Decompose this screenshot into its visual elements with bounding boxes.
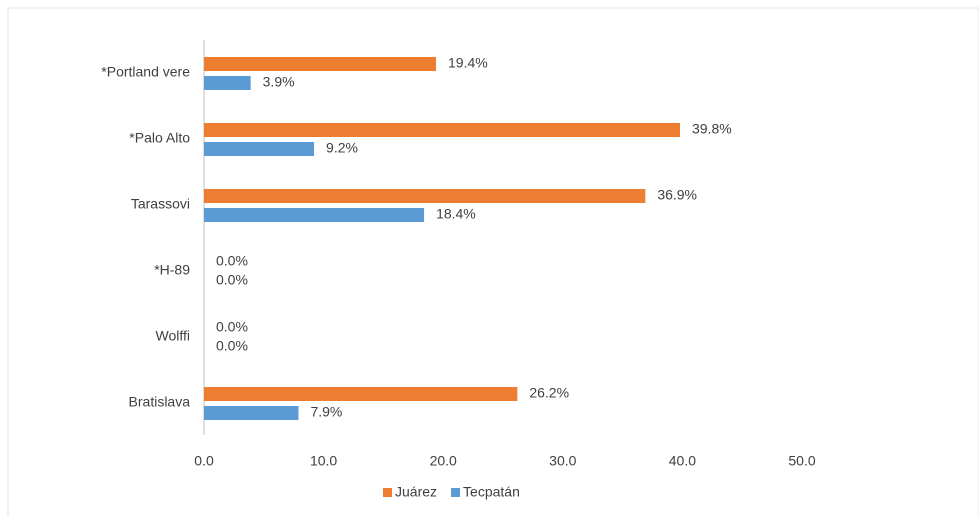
data-label: 0.0% — [216, 338, 248, 354]
data-label: 19.4% — [448, 55, 488, 71]
bar — [204, 142, 315, 156]
bar — [204, 387, 518, 401]
y-tick-label: Tarassovi — [131, 196, 190, 212]
bar — [204, 189, 646, 203]
x-tick-label: 20.0 — [430, 453, 457, 469]
x-tick-label: 50.0 — [788, 453, 815, 469]
x-tick-label: 10.0 — [310, 453, 337, 469]
data-label: 36.9% — [657, 187, 697, 203]
data-label: 7.9% — [310, 404, 342, 420]
bar — [204, 406, 299, 420]
x-tick-label: 30.0 — [549, 453, 576, 469]
data-label: 39.8% — [692, 121, 732, 137]
data-label: 3.9% — [263, 74, 295, 90]
data-label: 0.0% — [216, 272, 248, 288]
legend-label: Tecpatán — [463, 484, 520, 500]
legend-swatch — [451, 488, 461, 497]
bar — [204, 208, 425, 222]
chart-frame — [7, 7, 979, 516]
y-tick-label: *Palo Alto — [129, 130, 190, 146]
data-label: 9.2% — [326, 140, 358, 156]
bar — [204, 123, 681, 137]
y-tick-label: Wolffi — [156, 328, 191, 344]
data-label: 26.2% — [529, 385, 569, 401]
data-label: 18.4% — [436, 206, 476, 222]
legend-label: Juárez — [395, 484, 437, 500]
bar — [204, 57, 437, 71]
x-tick-label: 0.0 — [194, 453, 214, 469]
y-tick-label: Bratislava — [129, 394, 191, 410]
bar — [204, 76, 251, 90]
data-label: 0.0% — [216, 253, 248, 269]
data-label: 0.0% — [216, 319, 248, 335]
legend-swatch — [383, 488, 392, 497]
x-tick-label: 40.0 — [669, 453, 696, 469]
y-tick-label: *Portland vere — [101, 64, 190, 80]
y-tick-label: *H-89 — [154, 262, 190, 278]
